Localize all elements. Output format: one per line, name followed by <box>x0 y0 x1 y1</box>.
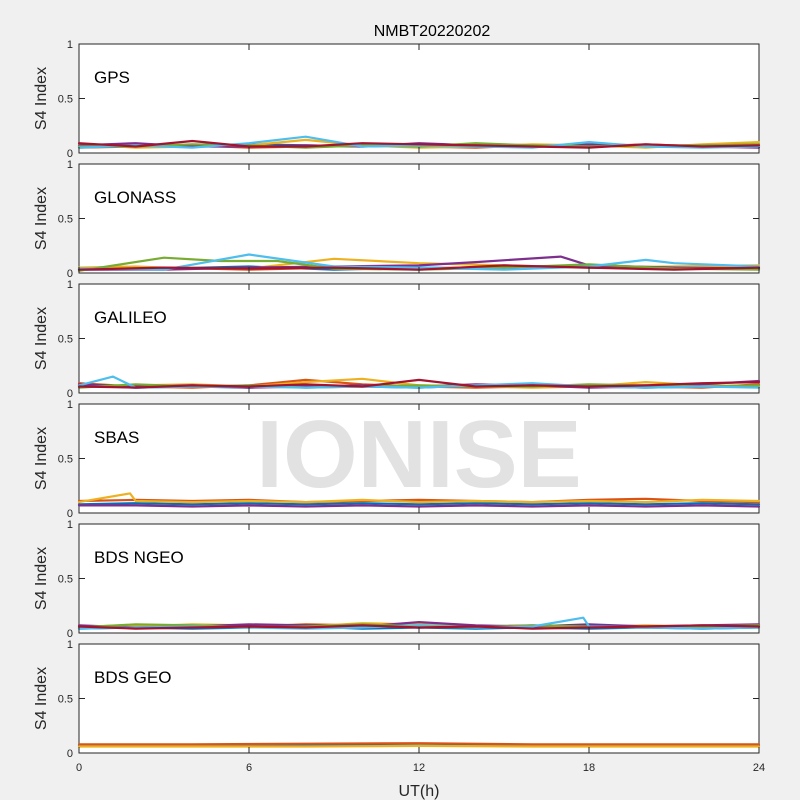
y-tick-label: 1 <box>67 159 73 171</box>
y-tick-label: 0 <box>67 748 73 760</box>
y-tick-label: 0.5 <box>58 454 73 466</box>
y-tick-label: 0 <box>67 388 73 400</box>
x-tick-label: 24 <box>753 762 765 774</box>
x-tick-label: 18 <box>583 762 595 774</box>
panel-label: GLONASS <box>94 188 176 207</box>
y-tick-label: 0 <box>67 268 73 280</box>
y-tick-label: 1 <box>67 639 73 651</box>
y-tick-label: 0.5 <box>58 214 73 226</box>
chart-title: NMBT20220202 <box>374 23 491 40</box>
y-axis-label: S4 Index <box>33 427 50 490</box>
x-tick-label: 6 <box>246 762 252 774</box>
y-axis-label: S4 Index <box>33 547 50 610</box>
x-axis-label: UT(h) <box>399 783 440 800</box>
panel-label: SBAS <box>94 428 139 447</box>
panel-gps: 0 0.5 1 GPS S4 Index <box>33 39 761 160</box>
panel-label: GALILEO <box>94 308 167 327</box>
series-line <box>77 139 761 149</box>
y-axis-label: S4 Index <box>33 187 50 250</box>
y-tick-label: 0.5 <box>58 334 73 346</box>
axes-frame <box>78 643 760 754</box>
axes-frame <box>78 163 760 274</box>
y-tick-label: 1 <box>67 399 73 411</box>
axes-frame <box>78 43 760 154</box>
y-tick-label: 0 <box>67 508 73 520</box>
y-axis-label: S4 Index <box>33 307 50 370</box>
panel-bds-geo: 0 0.5 1 0 6 12 18 24 BDS GEO S4 Index <box>33 639 765 774</box>
series-line <box>77 378 761 389</box>
y-axis-label: S4 Index <box>33 67 50 130</box>
panel-label: BDS GEO <box>94 668 171 687</box>
series-line <box>77 742 761 746</box>
series-line <box>77 744 761 748</box>
y-tick-label: 0.5 <box>58 94 73 106</box>
y-axis-label: S4 Index <box>33 667 50 730</box>
x-tick-label: 12 <box>413 762 425 774</box>
panels-layer: 0 0.5 1 GPS S4 Index 0 0.5 1 GLONASS S4 Index 0 0.5… <box>33 39 765 774</box>
axes-frame <box>78 283 760 394</box>
watermark: IONISE <box>256 401 581 508</box>
y-tick-label: 1 <box>67 39 73 51</box>
panel-label: GPS <box>94 68 130 87</box>
panel-glonass: 0 0.5 1 GLONASS S4 Index <box>33 159 761 280</box>
y-tick-label: 1 <box>67 519 73 531</box>
series-line <box>77 492 761 504</box>
series-line <box>77 504 761 508</box>
x-tick-label: 0 <box>76 762 82 774</box>
panel-bds-ngeo: 0 0.5 1 BDS NGEO S4 Index <box>33 519 761 640</box>
y-tick-label: 0.5 <box>58 694 73 706</box>
y-tick-label: 0.5 <box>58 574 73 586</box>
y-tick-label: 0 <box>67 148 73 160</box>
series-line <box>77 502 761 506</box>
panel-galileo: 0 0.5 1 GALILEO S4 Index <box>33 279 761 400</box>
axes-frame <box>78 523 760 634</box>
y-tick-label: 0 <box>67 628 73 640</box>
panel-label: BDS NGEO <box>94 548 184 567</box>
y-tick-label: 1 <box>67 279 73 291</box>
panel-sbas: 0 0.5 1 SBAS S4 Index <box>33 399 761 520</box>
